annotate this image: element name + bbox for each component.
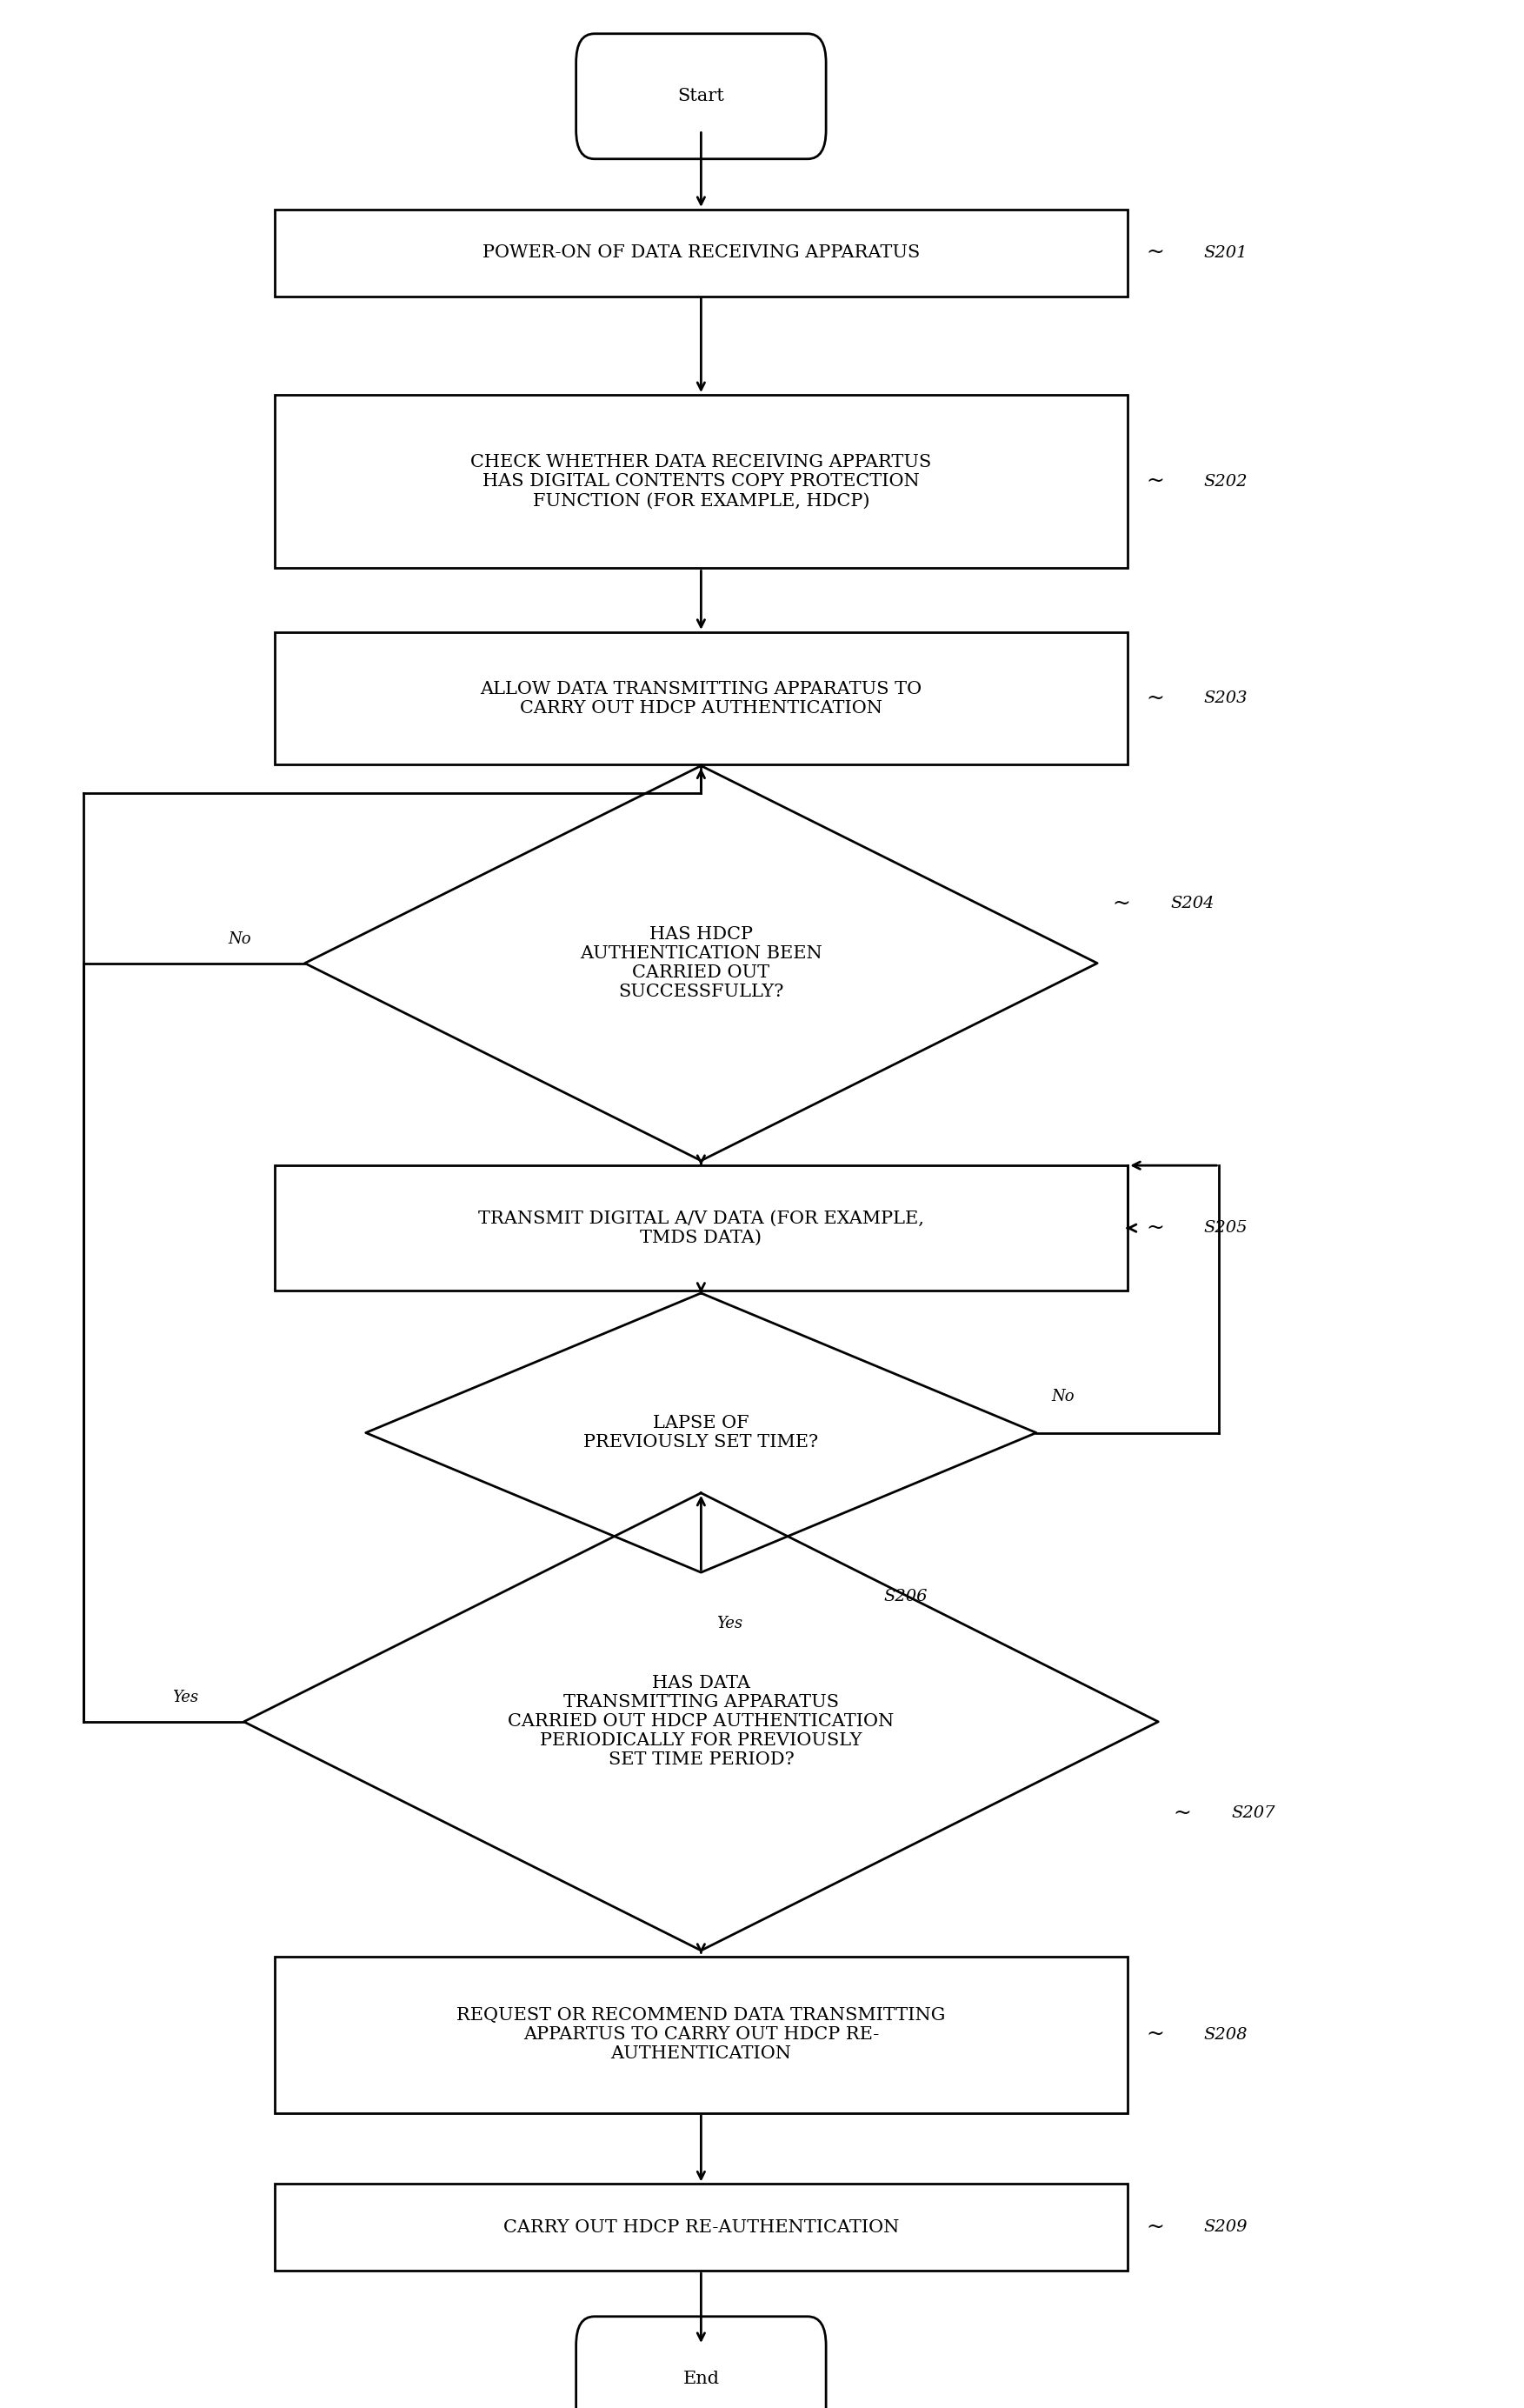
Text: Yes: Yes [172, 1690, 198, 1705]
Text: ~: ~ [1146, 689, 1164, 708]
Text: No: No [1052, 1389, 1074, 1404]
Polygon shape [366, 1293, 1036, 1572]
FancyBboxPatch shape [576, 2316, 826, 2408]
Text: HAS HDCP
AUTHENTICATION BEEN
CARRIED OUT
SUCCESSFULLY?: HAS HDCP AUTHENTICATION BEEN CARRIED OUT… [579, 927, 823, 999]
Text: S204: S204 [1170, 896, 1215, 913]
Text: CHECK WHETHER DATA RECEIVING APPARTUS
HAS DIGITAL CONTENTS COPY PROTECTION
FUNCT: CHECK WHETHER DATA RECEIVING APPARTUS HA… [471, 455, 931, 508]
Text: S202: S202 [1204, 474, 1248, 489]
Text: POWER-ON OF DATA RECEIVING APPARATUS: POWER-ON OF DATA RECEIVING APPARATUS [482, 246, 920, 260]
Text: End: End [683, 2372, 719, 2386]
Text: ALLOW DATA TRANSMITTING APPARATUS TO
CARRY OUT HDCP AUTHENTICATION: ALLOW DATA TRANSMITTING APPARATUS TO CAR… [480, 681, 922, 715]
Text: ~: ~ [1146, 2218, 1164, 2237]
Text: Start: Start [678, 89, 724, 104]
Text: REQUEST OR RECOMMEND DATA TRANSMITTING
APPARTUS TO CARRY OUT HDCP RE-
AUTHENTICA: REQUEST OR RECOMMEND DATA TRANSMITTING A… [457, 2008, 945, 2061]
Polygon shape [244, 1493, 1158, 1950]
Text: ~: ~ [1173, 1804, 1192, 1823]
Text: ~: ~ [1146, 472, 1164, 491]
Bar [274, 2184, 1128, 2271]
Bar [274, 631, 1128, 766]
Text: S205: S205 [1204, 1221, 1248, 1235]
Text: S203: S203 [1204, 691, 1248, 706]
Text: TRANSMIT DIGITAL A/V DATA (FOR EXAMPLE,
TMDS DATA): TRANSMIT DIGITAL A/V DATA (FOR EXAMPLE, … [479, 1211, 924, 1245]
Text: ~: ~ [1146, 243, 1164, 262]
Bar [274, 395, 1128, 568]
Text: CARRY OUT HDCP RE-AUTHENTICATION: CARRY OUT HDCP RE-AUTHENTICATION [503, 2220, 899, 2235]
Bar [274, 209, 1128, 296]
Bar [274, 1165, 1128, 1291]
Text: Yes: Yes [716, 1204, 742, 1221]
Text: LAPSE OF
PREVIOUSLY SET TIME?: LAPSE OF PREVIOUSLY SET TIME? [584, 1416, 818, 1450]
Text: ~: ~ [1146, 2025, 1164, 2044]
Text: S206: S206 [884, 1589, 928, 1604]
Text: S201: S201 [1204, 246, 1248, 260]
FancyBboxPatch shape [576, 34, 826, 159]
Bar [274, 1955, 1128, 2114]
Text: S209: S209 [1204, 2220, 1248, 2235]
Text: HAS DATA
TRANSMITTING APPARATUS
CARRIED OUT HDCP AUTHENTICATION
PERIODICALLY FOR: HAS DATA TRANSMITTING APPARATUS CARRIED … [507, 1676, 895, 1767]
Text: No: No [229, 932, 251, 946]
Text: ~: ~ [1113, 893, 1131, 915]
Polygon shape [305, 766, 1097, 1161]
Text: Yes: Yes [716, 1616, 742, 1633]
Text: No: No [716, 1994, 739, 2011]
Text: S208: S208 [1204, 2028, 1248, 2042]
Text: ~: ~ [1146, 1218, 1164, 1238]
Text: S207: S207 [1231, 1806, 1276, 1820]
